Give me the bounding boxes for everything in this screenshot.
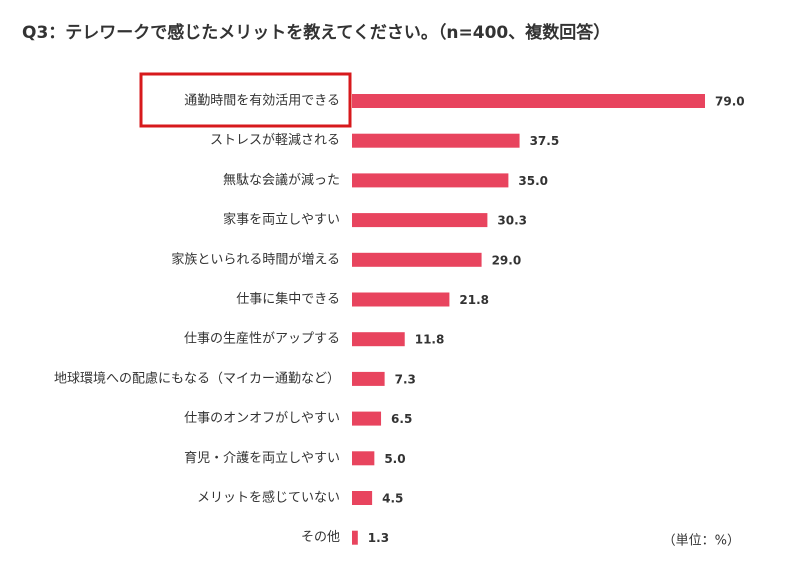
bar bbox=[352, 252, 482, 267]
category-label: メリットを感じていない bbox=[197, 490, 340, 506]
category-label: 家事を両立しやすい bbox=[223, 212, 340, 228]
value-label: 7.3 bbox=[395, 372, 416, 386]
bar bbox=[352, 213, 488, 228]
bar bbox=[352, 292, 450, 307]
bar bbox=[352, 411, 382, 426]
chart-title: Q3：テレワークで感じたメリットを教えてください。（n=400、複数回答） bbox=[22, 22, 610, 43]
value-label: 35.0 bbox=[518, 174, 548, 188]
bar bbox=[352, 133, 520, 148]
highlight-box bbox=[139, 72, 352, 128]
category-label: 通勤時間を有効活用できる bbox=[184, 94, 340, 109]
value-label: 4.5 bbox=[382, 492, 403, 506]
category-label: 育児・介護を両立しやすい bbox=[184, 450, 340, 466]
value-label: 11.8 bbox=[415, 333, 445, 347]
category-label: 仕事のオンオフがしやすい bbox=[184, 411, 340, 426]
category-label: ストレスが軽減される bbox=[210, 132, 340, 148]
bar bbox=[352, 371, 385, 386]
value-label: 5.0 bbox=[384, 452, 405, 466]
category-label: 家族といられる時間が増える bbox=[171, 251, 340, 267]
value-label: 79.0 bbox=[715, 95, 745, 109]
bar bbox=[352, 451, 375, 466]
category-label: その他 bbox=[301, 530, 340, 545]
unit-note: （単位：%） bbox=[663, 533, 740, 549]
bar bbox=[352, 530, 358, 545]
value-label: 6.5 bbox=[391, 412, 412, 426]
bar bbox=[352, 173, 509, 188]
category-label: 無駄な会議が減った bbox=[223, 172, 340, 188]
category-label: 地球環境への配慮にもなる（マイカー通勤など） bbox=[54, 371, 340, 386]
bar bbox=[352, 332, 405, 347]
bar bbox=[352, 94, 705, 108]
value-label: 37.5 bbox=[530, 134, 560, 148]
bar bbox=[352, 491, 373, 505]
value-label: 30.3 bbox=[497, 214, 527, 228]
category-label: 仕事に集中できる bbox=[236, 291, 340, 307]
value-label: 29.0 bbox=[492, 253, 522, 267]
value-label: 1.3 bbox=[368, 531, 389, 545]
category-label: 仕事の生産性がアップする bbox=[184, 331, 340, 347]
value-label: 21.8 bbox=[459, 293, 489, 307]
